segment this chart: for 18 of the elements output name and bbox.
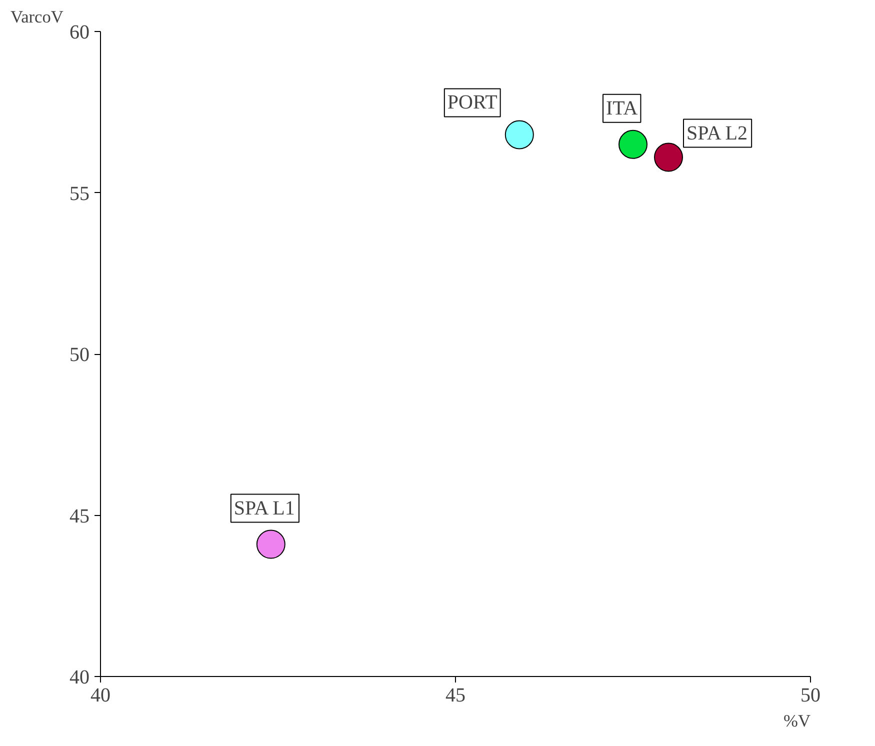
series-label: ITA	[606, 97, 638, 120]
point	[654, 142, 683, 172]
x-tick-label: 50	[800, 684, 820, 706]
series-label: SPA L1	[234, 497, 295, 520]
x-tick-label: 40	[90, 684, 110, 706]
series-label: SPA L2	[686, 122, 748, 144]
y-axis-title: VarcoV	[10, 8, 64, 26]
point	[504, 120, 534, 150]
y-tick-label: 55	[70, 182, 90, 205]
y-tick-label: 50	[70, 344, 90, 366]
point	[256, 530, 286, 559]
point	[618, 130, 648, 159]
x-tick-label: 45	[446, 684, 466, 706]
y-tick-label: 40	[70, 666, 90, 688]
y-tick-label: 45	[70, 505, 90, 528]
y-tick-label: 60	[70, 22, 90, 44]
series-label: PORT	[447, 92, 498, 114]
x-axis-title: %V	[784, 712, 811, 730]
